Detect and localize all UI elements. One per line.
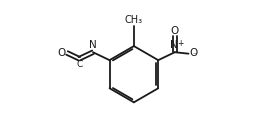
Text: ⁻: ⁻ xyxy=(193,51,197,60)
Text: O: O xyxy=(189,48,198,58)
Text: O: O xyxy=(57,48,65,57)
Text: O: O xyxy=(171,25,179,36)
Text: +: + xyxy=(177,39,184,48)
Text: C: C xyxy=(76,60,82,69)
Text: CH₃: CH₃ xyxy=(125,15,143,25)
Text: N: N xyxy=(89,40,97,50)
Text: N: N xyxy=(171,40,178,51)
